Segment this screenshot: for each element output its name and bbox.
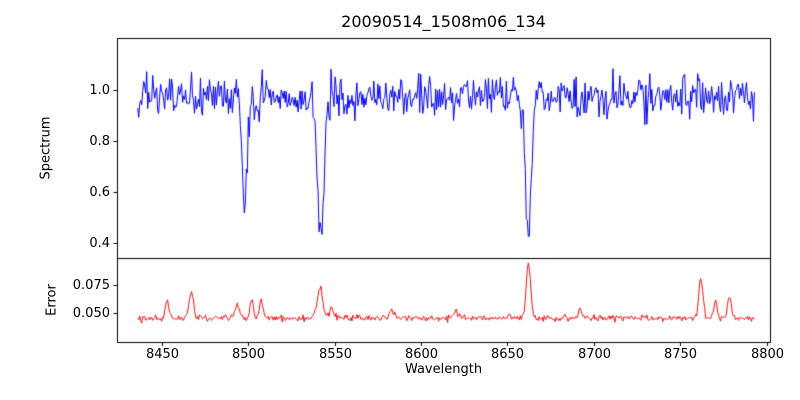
y-axis-label-spectrum: Spectrum [38, 116, 54, 180]
x-tick-label: 8550 [318, 347, 353, 362]
x-axis-label: Wavelength [404, 362, 483, 377]
y-tick-label: 0.8 [89, 133, 110, 149]
x-tick-label: 8800 [750, 347, 785, 362]
x-tick-label: 8450 [145, 347, 180, 362]
y-tick-label: 0.050 [72, 305, 110, 321]
y-axis-label-error: Error [44, 284, 60, 316]
plot-title: 20090514_1508m06_134 [341, 12, 546, 31]
y-tick-label: 0.4 [89, 235, 110, 251]
y-tick-label: 0.075 [72, 277, 110, 293]
x-tick-label: 8650 [490, 347, 525, 362]
x-tick-label: 8750 [663, 347, 698, 362]
x-tick-label: 8700 [577, 347, 612, 362]
x-tick-label: 8600 [404, 347, 439, 362]
y-tick-label: 0.6 [89, 184, 110, 200]
x-tick-label: 8500 [231, 347, 266, 362]
y-tick-label: 1.0 [89, 82, 110, 98]
